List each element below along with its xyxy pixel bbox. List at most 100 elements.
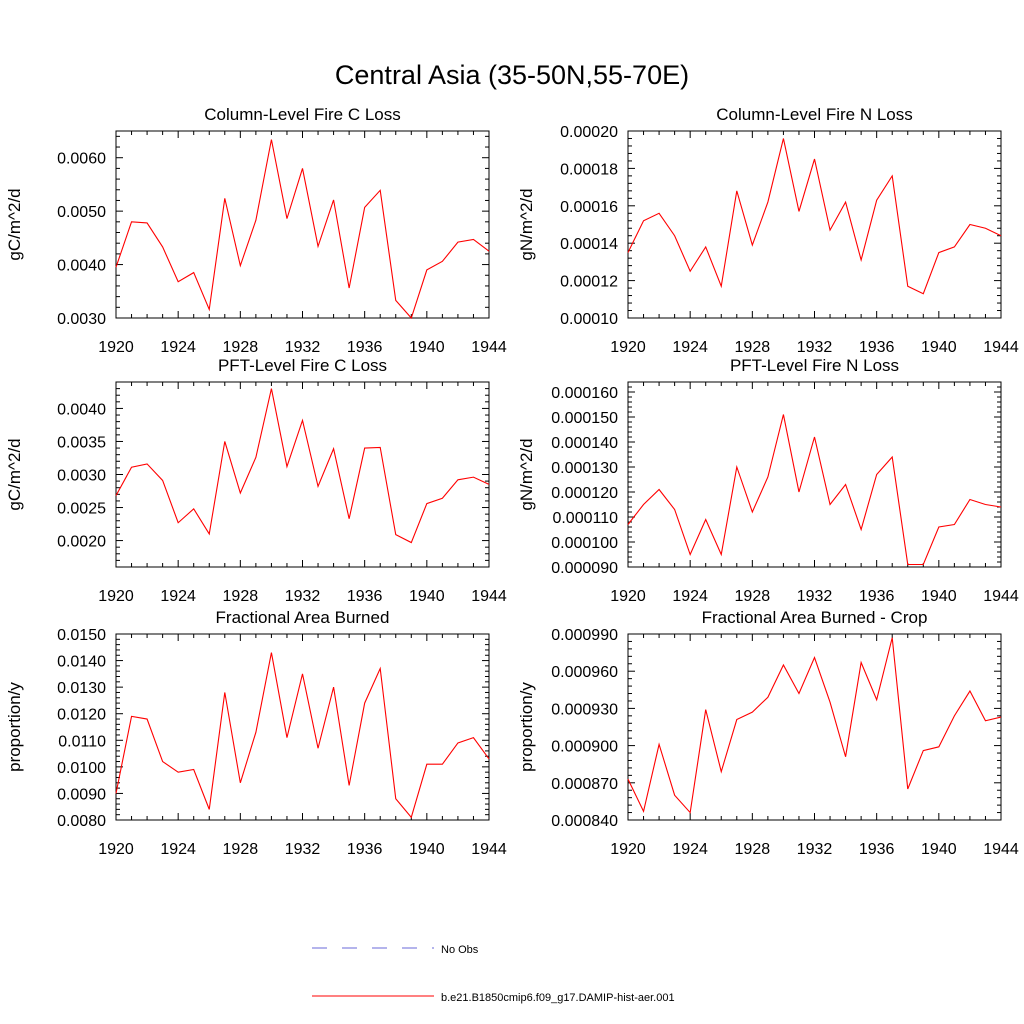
x-tick-label: 1944 — [471, 588, 507, 605]
x-tick-label: 1920 — [610, 588, 646, 605]
y-tick-label: 0.0025 — [57, 501, 106, 518]
x-tick-label: 1940 — [409, 339, 445, 356]
x-tick-label: 1920 — [98, 841, 134, 858]
x-tick-label: 1932 — [797, 339, 833, 356]
series-line — [627, 637, 1002, 814]
chart-panel: 1920 1924 1928 1932 1936 1940 1944 0.0020 0.0025… — [5, 356, 507, 605]
x-tick-label: 1920 — [98, 588, 134, 605]
x-tick-label: 1920 — [610, 339, 646, 356]
y-tick-label: 0.0130 — [57, 680, 106, 697]
chart-panel: 1920 1924 1928 1932 1936 1940 1944 0.0030 0.0040… — [5, 105, 507, 356]
chart-panel: 1920 1924 1928 1932 1936 1940 1944 0.000090 0.00… — [517, 356, 1019, 605]
x-tick-label: 1920 — [610, 841, 646, 858]
y-tick-label: 0.00016 — [560, 199, 618, 216]
y-tick-label: 0.000120 — [551, 485, 618, 502]
x-tick-label: 1932 — [285, 339, 321, 356]
x-tick-label: 1940 — [409, 588, 445, 605]
y-axis-label: proportion/y — [5, 682, 24, 772]
x-tick-label: 1936 — [859, 841, 895, 858]
x-tick-label: 1944 — [983, 339, 1019, 356]
y-tick-label: 0.00010 — [560, 311, 618, 328]
x-tick-label: 1928 — [223, 588, 259, 605]
plot-frame — [115, 130, 490, 319]
chart-panel: 1920 1924 1928 1932 1936 1940 1944 0.0080 0.0090… — [5, 608, 507, 858]
x-tick-label: 1928 — [223, 339, 259, 356]
y-tick-label: 0.0040 — [57, 401, 106, 418]
x-tick-label: 1932 — [285, 588, 321, 605]
x-tick-label: 1924 — [672, 841, 708, 858]
y-tick-label: 0.000840 — [551, 813, 618, 830]
y-tick-label: 0.000140 — [551, 435, 618, 452]
chart-title: PFT-Level Fire C Loss — [218, 356, 387, 375]
x-tick-label: 1932 — [797, 588, 833, 605]
series-line — [627, 414, 1002, 566]
x-tick-label: 1936 — [347, 339, 383, 356]
y-tick-label: 0.0050 — [57, 204, 106, 221]
y-tick-label: 0.000900 — [551, 739, 618, 756]
y-tick-label: 0.000930 — [551, 701, 618, 718]
x-tick-label: 1940 — [921, 841, 957, 858]
x-tick-label: 1928 — [735, 339, 771, 356]
x-tick-label: 1924 — [160, 339, 196, 356]
y-tick-label: 0.000870 — [551, 776, 618, 793]
y-axis-label: proportion/y — [517, 682, 536, 772]
y-tick-label: 0.0120 — [57, 707, 106, 724]
y-tick-label: 0.00018 — [560, 161, 618, 178]
x-tick-label: 1924 — [672, 588, 708, 605]
series-line — [627, 138, 1002, 295]
y-tick-label: 0.00012 — [560, 274, 618, 291]
y-axis-label: gC/m^2/d — [5, 188, 24, 260]
y-tick-label: 0.00014 — [560, 236, 618, 253]
y-tick-label: 0.0060 — [57, 151, 106, 168]
x-tick-label: 1944 — [471, 339, 507, 356]
x-tick-label: 1944 — [471, 841, 507, 858]
y-tick-label: 0.0040 — [57, 258, 106, 275]
chart-title: Column-Level Fire C Loss — [204, 105, 401, 124]
x-tick-label: 1928 — [735, 588, 771, 605]
y-tick-label: 0.00020 — [560, 124, 618, 141]
y-axis-label: gC/m^2/d — [5, 438, 24, 510]
plot-frame — [627, 633, 1002, 821]
x-tick-label: 1940 — [921, 588, 957, 605]
plot-frame — [115, 381, 490, 568]
legend: No Obs b.e21.B1850cmip6.f09_g17.DAMIP-his… — [312, 944, 675, 1004]
x-tick-label: 1944 — [983, 841, 1019, 858]
y-tick-label: 0.000100 — [551, 535, 618, 552]
chart-title: Fractional Area Burned - Crop — [702, 608, 928, 627]
series-line — [115, 139, 490, 320]
chart-panel: 1920 1924 1928 1932 1936 1940 1944 0.00010 0.000… — [517, 105, 1019, 356]
x-tick-label: 1932 — [797, 841, 833, 858]
y-tick-label: 0.000110 — [552, 510, 618, 527]
x-tick-label: 1936 — [347, 841, 383, 858]
chart-title: Column-Level Fire N Loss — [716, 105, 913, 124]
y-tick-label: 0.000090 — [551, 560, 618, 577]
x-tick-label: 1924 — [160, 841, 196, 858]
x-tick-label: 1924 — [672, 339, 708, 356]
y-tick-label: 0.0035 — [57, 434, 106, 451]
x-tick-label: 1940 — [921, 339, 957, 356]
x-tick-label: 1944 — [983, 588, 1019, 605]
x-tick-label: 1932 — [285, 841, 321, 858]
y-tick-label: 0.0080 — [57, 813, 106, 830]
y-tick-label: 0.0110 — [58, 733, 106, 750]
series-line — [115, 388, 490, 544]
y-tick-label: 0.000960 — [551, 664, 618, 681]
x-tick-label: 1928 — [223, 841, 259, 858]
y-tick-label: 0.0140 — [57, 654, 106, 671]
x-tick-label: 1924 — [160, 588, 196, 605]
y-axis-label: gN/m^2/d — [517, 438, 536, 510]
panels: 1920 1924 1928 1932 1936 1940 1944 0.0030 0.0040… — [5, 105, 1019, 858]
x-tick-label: 1928 — [735, 841, 771, 858]
y-tick-label: 0.0090 — [57, 786, 106, 803]
y-tick-label: 0.0020 — [57, 534, 106, 551]
y-tick-label: 0.000990 — [551, 627, 618, 644]
y-tick-label: 0.0030 — [57, 468, 106, 485]
plot-frame — [115, 633, 490, 821]
plot-frame — [627, 381, 1002, 568]
x-tick-label: 1936 — [859, 339, 895, 356]
chart-title: Fractional Area Burned — [216, 608, 390, 627]
y-tick-label: 0.0150 — [57, 627, 106, 644]
chart-title: PFT-Level Fire N Loss — [730, 356, 899, 375]
y-tick-label: 0.000160 — [551, 385, 618, 402]
